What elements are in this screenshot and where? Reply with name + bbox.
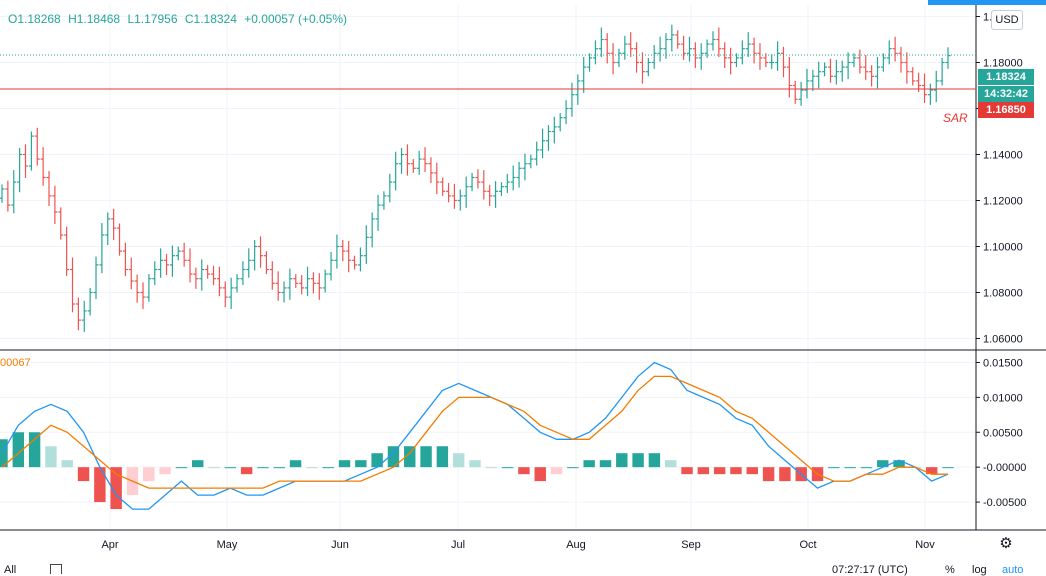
histogram-bar <box>436 446 449 468</box>
y-tick-label: 1.08000 <box>983 288 1023 300</box>
histogram-bar <box>0 439 8 468</box>
histogram-bar <box>110 467 122 510</box>
x-tick-label: Apr <box>101 539 118 551</box>
signal-line <box>1 375 948 489</box>
ohlc-change: +0.00057 (+0.05%) <box>244 12 347 26</box>
histogram-bar <box>28 432 41 468</box>
histogram-bar <box>534 467 546 482</box>
histogram-bar <box>240 467 253 475</box>
histogram-bar <box>844 467 856 469</box>
histogram-bar <box>61 460 73 468</box>
histogram-bar <box>387 446 400 468</box>
oscillator-label: 00067 <box>0 357 31 369</box>
range-all-button[interactable]: All <box>4 564 17 576</box>
countdown-tag: 14:32:42 <box>978 86 1034 102</box>
histogram-bar <box>469 460 481 468</box>
x-tick-label: Jul <box>451 539 465 551</box>
auto-scale-button[interactable]: auto <box>1002 564 1024 576</box>
currency-button[interactable]: USD <box>991 10 1023 30</box>
histogram-bar <box>550 467 563 475</box>
histogram-bar <box>12 432 25 468</box>
histogram-bar <box>746 467 758 475</box>
histogram-bar <box>452 453 465 468</box>
histogram-bar <box>893 460 905 468</box>
histogram-bar <box>143 467 155 482</box>
histogram-bar <box>306 467 318 469</box>
osc-y-tick-label: 0.01000 <box>983 392 1023 404</box>
ohlc-close: C1.18324 <box>184 12 237 26</box>
histogram-bar <box>518 467 530 475</box>
histogram-bar <box>567 467 579 469</box>
histogram-bar <box>273 467 285 469</box>
settings-gear-icon[interactable]: ⚙ <box>999 535 1013 552</box>
bottom-toolbar: All 07:27:17 (UTC) % log auto <box>0 562 1046 576</box>
histogram-bar <box>159 467 171 475</box>
calendar-icon[interactable] <box>50 564 62 574</box>
osc-y-tick-label: -0.00500 <box>983 497 1026 509</box>
histogram-bar <box>681 467 693 475</box>
histogram-bar <box>599 460 612 468</box>
histogram-bar <box>697 467 710 475</box>
sar-price-tag: 1.16850 <box>978 102 1034 118</box>
utc-clock[interactable]: 07:27:17 (UTC) <box>832 564 908 576</box>
y-tick-label: 1.18000 <box>983 58 1023 70</box>
x-tick-label: Sep <box>681 539 701 551</box>
x-tick-label: Jun <box>331 539 349 551</box>
histogram-bar <box>616 453 628 468</box>
x-tick-label: May <box>217 539 238 551</box>
histogram-bar <box>730 467 742 475</box>
ohlc-legend: O1.18268 H1.18468 L1.17956 C1.18324 +0.0… <box>8 12 351 26</box>
y-tick-label: 1.12000 <box>983 196 1023 208</box>
histogram-bar <box>665 460 677 468</box>
y-tick-label: 1.10000 <box>983 242 1023 254</box>
histogram-bar <box>94 467 106 503</box>
histogram-bar <box>925 467 938 475</box>
log-scale-button[interactable]: log <box>972 564 987 576</box>
ohlc-low: L1.17956 <box>127 12 178 26</box>
percent-scale-button[interactable]: % <box>945 564 955 576</box>
histogram-bar <box>338 460 351 468</box>
histogram-bar <box>355 460 367 468</box>
x-tick-label: Aug <box>566 539 586 551</box>
histogram-bar <box>77 467 90 482</box>
ohlc-high: H1.18468 <box>68 12 121 26</box>
histogram-bar <box>485 467 498 469</box>
histogram-bar <box>828 467 840 469</box>
histogram-bar <box>404 446 416 468</box>
histogram-bar <box>877 460 889 468</box>
y-tick-label: 1.14000 <box>983 150 1023 162</box>
macd-line <box>1 361 949 510</box>
histogram-bar <box>257 467 269 469</box>
histogram-bar <box>779 467 791 482</box>
histogram-bar <box>192 460 204 468</box>
histogram-bar <box>45 446 57 468</box>
osc-y-tick-label: 0.00500 <box>983 427 1023 439</box>
histogram-bar <box>860 467 873 469</box>
histogram-bar <box>713 467 726 475</box>
histogram-bar <box>224 467 237 469</box>
histogram-bar <box>501 467 514 469</box>
x-tick-label: Nov <box>915 539 935 551</box>
histogram-bar <box>420 446 432 468</box>
histogram-bar <box>208 467 220 469</box>
last-price-tag: 1.18324 <box>978 69 1034 85</box>
histogram-bar <box>583 460 595 468</box>
histogram-bar <box>762 467 775 482</box>
histogram-bar <box>942 467 954 469</box>
x-tick-label: Oct <box>799 539 816 551</box>
top-accent-bar <box>928 0 1046 5</box>
y-tick-label: 1.06000 <box>983 334 1023 346</box>
osc-y-tick-label: 0.01500 <box>983 357 1023 369</box>
histogram-bar <box>648 453 661 468</box>
osc-y-tick-label: -0.00000 <box>983 462 1026 474</box>
sar-label: SAR <box>943 111 968 125</box>
histogram-bar <box>289 460 302 468</box>
histogram-bar <box>371 453 383 468</box>
histogram-bar <box>632 453 644 468</box>
histogram-bar <box>175 467 188 469</box>
histogram-bar <box>322 467 334 469</box>
ohlc-open: O1.18268 <box>8 12 61 26</box>
